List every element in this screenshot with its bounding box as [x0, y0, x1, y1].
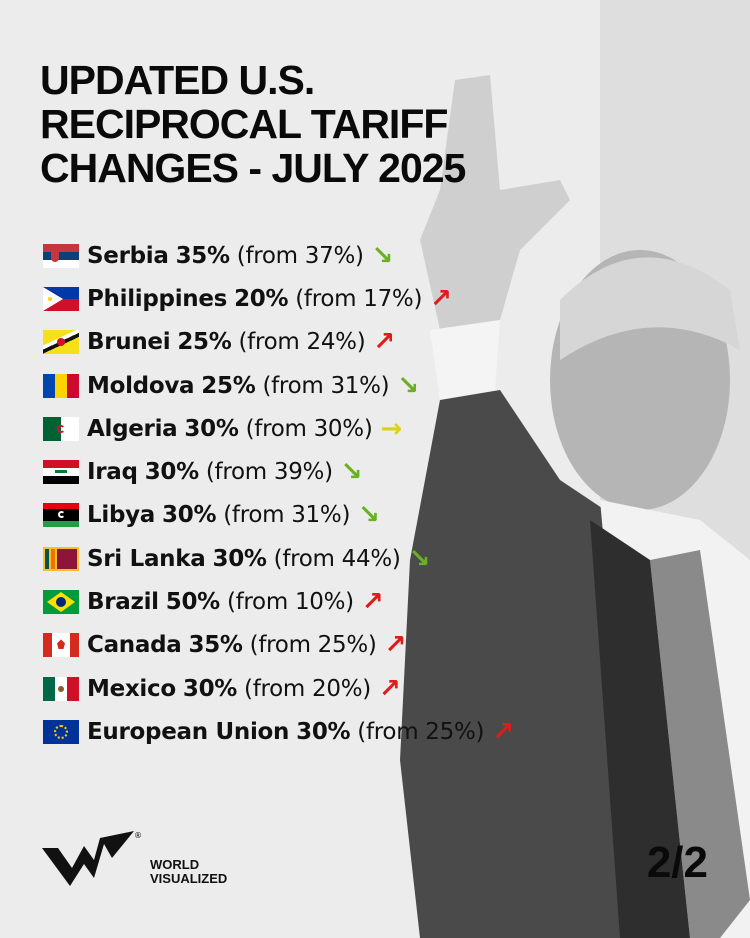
trend-up-arrow-icon: ↗ [373, 327, 396, 358]
new-rate: 35% [188, 632, 243, 659]
algeria-flag [43, 416, 79, 441]
svg-text:®: ® [134, 831, 142, 840]
previous-rate: (from 44%) [273, 545, 401, 572]
brand-line: WORLD [150, 857, 200, 872]
previous-rate: (from 30%) [245, 415, 373, 442]
new-rate: 30% [296, 718, 351, 745]
new-rate: 50% [165, 589, 220, 616]
new-rate: 25% [177, 329, 232, 356]
country-name: Libya [87, 502, 156, 529]
trend-down-arrow-icon: ↘ [397, 370, 420, 401]
mexico-flag [43, 676, 79, 701]
previous-rate: (from 37%) [236, 242, 364, 269]
list-item: Iraq 30% (from 39%) ↘ [43, 450, 514, 493]
tariff-text: Algeria 30% (from 30%) [87, 416, 373, 442]
new-rate: 30% [184, 415, 239, 442]
new-rate: 30% [162, 502, 217, 529]
page-title: UPDATED U.S. RECIPROCAL TARIFF CHANGES -… [40, 57, 466, 191]
country-name: Sri Lanka [87, 545, 206, 572]
list-item: Algeria 30% (from 30%) → [43, 407, 514, 450]
title-line: RECIPROCAL TARIFF [40, 101, 448, 147]
new-rate: 20% [234, 285, 289, 312]
previous-rate: (from 31%) [262, 372, 390, 399]
list-item: Brunei 25% (from 24%) ↗ [43, 321, 514, 364]
new-rate: 30% [182, 675, 238, 702]
brazil-flag [43, 590, 79, 615]
list-item: Brazil 50% (from 10%) ↗ [43, 580, 514, 623]
new-rate: 35% [175, 242, 230, 269]
country-name: Serbia [87, 242, 169, 269]
tariff-text: Brazil 50% (from 10%) [87, 589, 354, 615]
tariff-text: Iraq 30% (from 39%) [87, 459, 333, 485]
list-item: Canada 35% (from 25%) ↗ [43, 624, 514, 667]
tariff-text: Brunei 25% (from 24%) [87, 329, 366, 356]
tariff-text: Sri Lanka 30% (from 44%) [87, 546, 401, 572]
country-name: Philippines [87, 285, 228, 312]
tariff-list: Serbia 35% (from 37%) ↘ Philippines 20% … [43, 234, 514, 754]
previous-rate: (from 31%) [223, 502, 351, 529]
page-indicator: 2/2 [646, 838, 708, 887]
tariff-text: Serbia 35% (from 37%) [87, 243, 364, 269]
country-name: Mexico [87, 675, 176, 702]
trend-down-arrow-icon: ↘ [371, 240, 394, 271]
previous-rate: (from 25%) [249, 632, 377, 659]
list-item: Philippines 20% (from 17%) ↗ [43, 277, 514, 320]
trend-up-arrow-icon: ↗ [378, 673, 401, 704]
trend-down-arrow-icon: ↘ [358, 500, 380, 531]
title-line: CHANGES - JULY 2025 [40, 145, 466, 191]
tariff-text: Libya 30% (from 31%) [87, 502, 350, 528]
new-rate: 30% [212, 545, 267, 572]
list-item: Mexico 30% (from 20%) ↗ [43, 667, 514, 710]
previous-rate: (from 10%) [226, 589, 354, 616]
libya-flag [43, 503, 79, 528]
trend-up-arrow-icon: ↗ [430, 283, 452, 314]
philippines-flag [43, 286, 79, 311]
brand-name: WORLD VISUALIZED [150, 858, 227, 886]
moldova-flag [43, 373, 79, 398]
previous-rate: (from 20%) [244, 675, 371, 702]
eu-flag [43, 719, 79, 744]
previous-rate: (from 39%) [205, 459, 333, 486]
tariff-text: Philippines 20% (from 17%) [87, 286, 422, 312]
world-visualized-logo: ® [42, 831, 142, 886]
country-name: Moldova [87, 372, 195, 399]
trend-down-arrow-icon: ↘ [340, 457, 363, 488]
country-name: Canada [87, 632, 182, 659]
tariff-text: Canada 35% (from 25%) [87, 632, 377, 658]
list-item: Serbia 35% (from 37%) ↘ [43, 234, 514, 277]
tariff-text: Mexico 30% (from 20%) [87, 676, 371, 702]
previous-rate: (from 24%) [238, 329, 366, 356]
trend-up-arrow-icon: ↗ [492, 716, 514, 747]
canada-flag [43, 633, 79, 658]
trend-down-arrow-icon: ↘ [408, 543, 431, 574]
list-item: Moldova 25% (from 31%) ↘ [43, 364, 514, 407]
trend-up-arrow-icon: ↗ [384, 630, 407, 661]
serbia-flag [43, 243, 79, 268]
brunei-flag [43, 330, 79, 355]
iraq-flag [43, 460, 79, 485]
tariff-text: European Union 30% (from 25%) [87, 718, 485, 745]
brand-line: VISUALIZED [150, 871, 228, 886]
trend-up-arrow-icon: ↗ [361, 587, 384, 618]
new-rate: 30% [144, 459, 199, 486]
new-rate: 25% [201, 372, 256, 399]
previous-rate: (from 17%) [295, 285, 423, 312]
country-name: Iraq [87, 459, 138, 486]
list-item: Libya 30% (from 31%) ↘ [43, 494, 514, 537]
tariff-text: Moldova 25% (from 31%) [87, 372, 390, 399]
country-name: Brunei [87, 329, 171, 356]
list-item: European Union 30% (from 25%) ↗ [43, 710, 514, 753]
previous-rate: (from 25%) [357, 718, 485, 745]
country-name: European Union [87, 718, 290, 745]
list-item: Sri Lanka 30% (from 44%) ↘ [43, 537, 514, 580]
sri-lanka-flag [43, 546, 79, 571]
title-line: UPDATED U.S. [40, 57, 315, 103]
country-name: Brazil [87, 589, 159, 616]
country-name: Algeria [87, 415, 178, 442]
trend-same-arrow-icon: → [380, 413, 403, 444]
